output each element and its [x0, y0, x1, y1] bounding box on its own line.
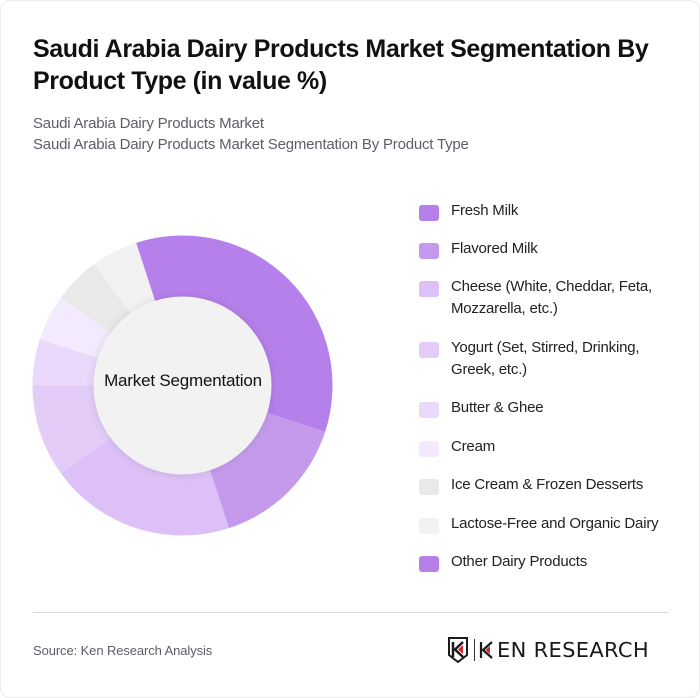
legend-item-flavored-milk: Flavored Milk [419, 238, 679, 276]
legend-item-yogurt: Yogurt (Set, Stirred, Drinking, Greek, e… [419, 337, 679, 397]
chart-subtitle: Saudi Arabia Dairy Products Market Saudi… [33, 113, 469, 155]
legend-swatch [419, 342, 439, 358]
legend-item-ice-cream: Ice Cream & Frozen Desserts [419, 474, 679, 513]
legend-label: Cream [451, 438, 496, 455]
donut-center-circle [93, 296, 272, 475]
footer-divider [33, 612, 669, 613]
legend-item-cream: Cream [419, 436, 679, 474]
legend-label: Flavored Milk [451, 240, 538, 257]
legend-swatch [419, 441, 439, 457]
legend-label: Yogurt (Set, Stirred, Drinking, Greek, e… [451, 339, 640, 378]
legend-item-cheese: Cheese (White, Cheddar, Feta, Mozzarella… [419, 276, 679, 337]
legend-swatch [419, 518, 439, 534]
chart-legend: Fresh Milk Flavored Milk Cheese (White, … [419, 200, 679, 589]
subtitle-market: Saudi Arabia Dairy Products Market [33, 115, 264, 132]
legend-swatch [419, 243, 439, 259]
ken-research-shield-icon [448, 637, 468, 663]
legend-label: Cheese (White, Cheddar, Feta, Mozzarella… [451, 278, 652, 317]
legend-item-other-dairy: Other Dairy Products [419, 551, 679, 589]
source-note: Source: Ken Research Analysis [33, 643, 213, 658]
ken-research-logo: EN RESEARCH [447, 637, 649, 663]
legend-label: Other Dairy Products [451, 553, 588, 570]
legend-swatch [419, 402, 439, 418]
legend-label: Fresh Milk [451, 202, 519, 219]
legend-item-fresh-milk: Fresh Milk [419, 200, 679, 238]
legend-swatch [419, 556, 439, 572]
logo-text: EN RESEARCH [497, 638, 649, 662]
subtitle-segmentation: Saudi Arabia Dairy Products Market Segme… [33, 136, 469, 153]
legend-item-lactose-free: Lactose-Free and Organic Dairy [419, 513, 679, 551]
legend-swatch [419, 205, 439, 221]
legend-swatch [419, 479, 439, 495]
legend-label: Butter & Ghee [451, 399, 544, 416]
ken-k-icon [479, 641, 493, 659]
legend-swatch [419, 281, 439, 297]
logo-separator [474, 639, 475, 661]
donut-center-label: Market Segmentation [104, 371, 262, 390]
legend-label: Lactose-Free and Organic Dairy [451, 515, 659, 532]
legend-item-butter-ghee: Butter & Ghee [419, 397, 679, 436]
chart-title: Saudi Arabia Dairy Products Market Segme… [33, 35, 649, 95]
legend-label: Ice Cream & Frozen Desserts [451, 476, 644, 493]
